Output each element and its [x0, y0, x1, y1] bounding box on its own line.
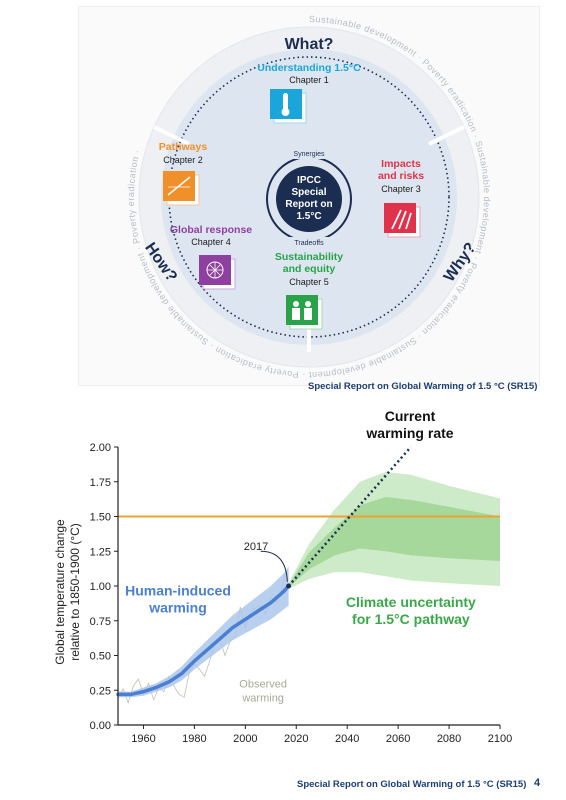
- chapter1-sub: Chapter 1: [289, 75, 329, 85]
- chapter4-sub: Chapter 4: [191, 237, 231, 247]
- annotation-uncertainty-line2: for 1.5°C pathway: [352, 611, 470, 627]
- center-line3: Report on: [285, 199, 332, 210]
- annotation-current-rate-line1: Current: [385, 408, 436, 424]
- chapter5-sub: Chapter 5: [289, 277, 329, 287]
- annotation-observed-line1: Observed: [239, 678, 287, 690]
- center-badge: [276, 166, 342, 232]
- annotation-human-line1: Human-induced: [125, 583, 231, 599]
- annotation-2017: 2017: [244, 541, 268, 553]
- center-line1: IPCC: [297, 175, 321, 186]
- pathway-chart-icon: [163, 171, 200, 206]
- chapter3-title2: and risks: [378, 170, 424, 182]
- thermometer-icon: [270, 89, 307, 124]
- separator-right: [428, 125, 465, 146]
- annotation-current-rate-line2: warming rate: [365, 425, 453, 441]
- human-induced-line: [116, 584, 291, 697]
- x-tick-label: 2100: [488, 733, 512, 745]
- annotation-human-line2: warming: [148, 600, 207, 616]
- warming-chart: 0.00 0.25 0.50 0.75 1.00 1.25 1.50 1.75 2.00 1960…: [53, 408, 512, 745]
- report-structure-wheel: Sustainable development · Poverty eradic…: [126, 14, 492, 380]
- y-axis-label-line1: Global temperature change: [53, 519, 67, 665]
- dotted-ring: [168, 56, 450, 338]
- y-axis-label-line2: relative to 1850-1900 (°C): [68, 523, 82, 661]
- y-tick-label: 0.25: [90, 685, 111, 697]
- what-label: What?: [285, 36, 334, 53]
- people-icon: [286, 295, 323, 330]
- tradeoffs-label: Tradeoffs: [294, 240, 324, 247]
- network-icon: [199, 255, 236, 290]
- y-tick-label: 0.75: [90, 616, 111, 628]
- uncertainty-inner-band: [288, 497, 500, 588]
- synergies-label: Synergies: [293, 151, 325, 158]
- x-tick-label: 2040: [335, 733, 359, 745]
- x-tick-label: 2080: [437, 733, 461, 745]
- y-tick-label: 1.50: [90, 512, 111, 524]
- y-tick-label: 0.00: [90, 720, 111, 732]
- chapter1-title: Understanding 1.5°C: [257, 62, 361, 74]
- y-tick-label: 1.25: [90, 546, 111, 558]
- x-tick-label: 2000: [233, 733, 257, 745]
- separator-left: [153, 125, 190, 146]
- y-tick-label: 1.00: [90, 581, 111, 593]
- center-line4: 1.5°C: [296, 211, 321, 222]
- annotation-uncertainty-line1: Climate uncertainty: [346, 594, 476, 610]
- y-tick-label: 1.75: [90, 477, 111, 489]
- chapter3-sub: Chapter 3: [381, 184, 421, 194]
- chapter2-sub: Chapter 2: [163, 155, 203, 165]
- marker-2017-leader: [260, 550, 288, 582]
- y-tick-label: 0.50: [90, 651, 111, 663]
- chapter5-title: Sustainability: [275, 251, 343, 263]
- report-structure-panel: Sustainable development · Poverty eradic…: [78, 6, 540, 386]
- x-tick-label: 1960: [131, 733, 155, 745]
- wheel-caption: Special Report on Global Warming of 1.5 …: [308, 381, 538, 392]
- current-rate-line: [287, 446, 412, 587]
- y-tick-label: 2.00: [90, 442, 111, 454]
- chapter5-title2: and equity: [283, 263, 336, 275]
- chart-caption: Special Report on Global Warming of 1.5 …: [297, 779, 527, 790]
- wheat-icon: [384, 203, 421, 238]
- page-number: 4: [534, 777, 541, 789]
- x-tick-label: 2020: [284, 733, 308, 745]
- chapter2-title: Pathways: [159, 141, 208, 153]
- annotation-observed-line2: warming: [241, 692, 284, 704]
- x-tick-label: 2060: [386, 733, 410, 745]
- chapter3-title: Impacts: [381, 158, 421, 170]
- marker-2017: [286, 583, 292, 589]
- chapter4-title: Global response: [170, 224, 252, 236]
- x-tick-label: 1980: [182, 733, 206, 745]
- center-line2: Special: [291, 187, 326, 198]
